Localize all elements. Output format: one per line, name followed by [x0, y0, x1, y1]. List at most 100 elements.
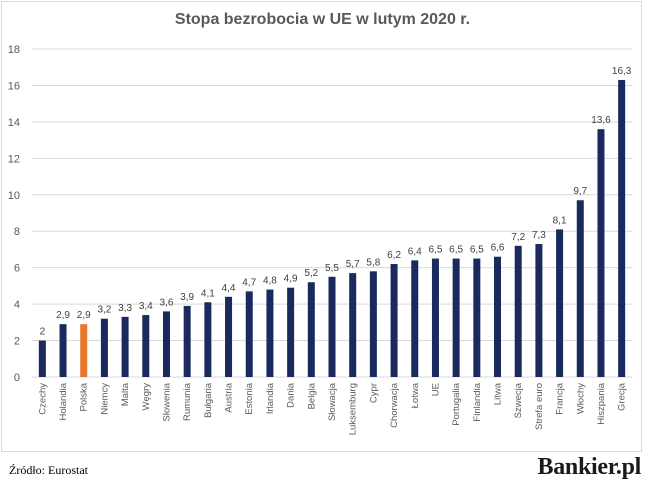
category-label: Bułgaria: [203, 382, 214, 418]
bar: [618, 79, 626, 377]
value-label: 5,5: [325, 263, 339, 274]
y-tick-label: 14: [8, 117, 20, 129]
category-label: Węgry: [141, 383, 152, 411]
bar: [204, 302, 212, 377]
category-label: Grecja: [617, 382, 628, 411]
value-label: 2,9: [77, 310, 91, 321]
value-label: 16,3: [612, 66, 632, 77]
category-label: Irlandia: [265, 382, 276, 414]
y-tick-label: 12: [8, 153, 20, 165]
category-label: Belgia: [306, 382, 317, 409]
value-label: 3,2: [97, 305, 111, 316]
value-label: 7,3: [532, 230, 546, 241]
category-label: Cypr: [368, 383, 379, 403]
bar: [225, 296, 233, 377]
y-tick-label: 6: [14, 263, 20, 275]
value-label: 4,8: [263, 276, 277, 287]
value-label: 6,5: [428, 245, 442, 256]
category-label: Finlandia: [472, 382, 483, 421]
category-label: Estonia: [244, 382, 255, 414]
value-label: 6,4: [408, 246, 422, 257]
bar: [369, 271, 377, 377]
bar: [390, 264, 398, 377]
category-label: Niemcy: [99, 383, 110, 415]
value-label: 4,4: [222, 283, 236, 294]
category-label: Chorwacja: [389, 382, 400, 428]
value-label: 3,6: [160, 297, 174, 308]
category-label: Czechy: [37, 383, 48, 415]
category-label: Litwa: [493, 382, 504, 405]
bar: [307, 282, 315, 377]
bar: [38, 340, 46, 377]
bar: [287, 287, 295, 377]
value-label: 5,7: [346, 259, 360, 270]
bar: [183, 305, 191, 377]
bar: [473, 258, 481, 377]
bar: [349, 273, 357, 377]
bar: [245, 291, 253, 377]
chart-title: Stopa bezrobocia w UE w lutym 2020 r.: [174, 11, 471, 28]
bar: [411, 260, 419, 377]
category-label: Szwecja: [513, 382, 524, 418]
brand-logo: Bankier.pl: [537, 454, 642, 480]
bar: [328, 276, 336, 377]
y-tick-label: 2: [14, 336, 20, 348]
bar: [100, 318, 108, 377]
value-label: 2,9: [56, 310, 70, 321]
value-label: 5,2: [304, 268, 318, 279]
value-label: 3,3: [118, 303, 132, 314]
value-label: 5,8: [366, 257, 380, 268]
category-label: Łotwa: [410, 382, 421, 408]
category-label: Rumunia: [182, 382, 193, 421]
y-tick-label: 8: [14, 226, 20, 238]
value-label: 4,7: [242, 277, 256, 288]
category-label: Włochy: [575, 383, 586, 414]
value-label: 3,4: [139, 301, 153, 312]
category-label: Holandia: [58, 382, 69, 420]
bar: [576, 200, 584, 377]
y-tick-label: 10: [8, 190, 20, 202]
bar: [80, 324, 88, 377]
value-label: 2: [40, 327, 46, 338]
value-label: 6,2: [387, 250, 401, 261]
chart-frame: [1, 1, 642, 452]
bar: [121, 316, 129, 377]
bar: [59, 324, 67, 377]
value-label: 3,9: [180, 292, 194, 303]
y-tick-label: 16: [8, 80, 20, 92]
category-label: Strefa euro: [534, 383, 545, 430]
bar: [431, 258, 439, 377]
value-label: 6,5: [449, 245, 463, 256]
y-tick-label: 4: [14, 299, 20, 311]
value-label: 7,2: [511, 232, 525, 243]
value-label: 4,1: [201, 288, 215, 299]
bar: [556, 229, 564, 377]
value-label: 13,6: [591, 115, 611, 126]
bar: [266, 289, 274, 377]
value-label: 8,1: [553, 215, 567, 226]
bar: [452, 258, 460, 377]
bar: [162, 311, 170, 377]
category-label: Portugalia: [451, 382, 462, 425]
y-tick-label: 0: [14, 372, 20, 384]
category-label: Francja: [555, 382, 566, 414]
category-label: Luksemburg: [348, 383, 359, 435]
bar: [494, 256, 502, 377]
y-tick-label: 18: [8, 44, 20, 56]
bar: [535, 243, 543, 377]
value-label: 6,6: [491, 243, 505, 254]
category-label: Słowenia: [161, 382, 172, 421]
value-label: 9,7: [573, 186, 587, 197]
source-note: Źródło: Eurostat: [9, 463, 88, 477]
category-label: Polska: [79, 382, 90, 411]
category-label: Dania: [286, 382, 297, 408]
bar: [142, 315, 150, 377]
category-label: UE: [430, 383, 441, 396]
category-label: Malta: [120, 382, 131, 406]
category-label: Austria: [224, 382, 235, 412]
category-label: Hiszpania: [596, 382, 607, 424]
value-label: 4,9: [284, 274, 298, 285]
value-label: 6,5: [470, 245, 484, 256]
